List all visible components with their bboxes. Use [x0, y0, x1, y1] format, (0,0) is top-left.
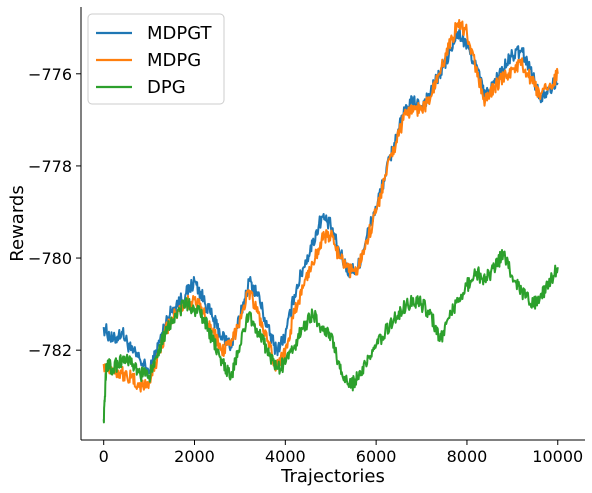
x-axis-title: Trajectories	[280, 466, 385, 487]
legend-label-mdpg: MDPG	[147, 50, 201, 71]
series-line-dpg	[102, 249, 559, 424]
x-tick-label: 2000	[174, 447, 215, 466]
legend-label-mdpgt: MDPGT	[147, 23, 213, 44]
x-tick-label: 6000	[356, 447, 397, 466]
x-tick-label: 10000	[532, 447, 583, 466]
x-tick-label: 8000	[447, 447, 488, 466]
series-layer	[102, 19, 559, 424]
legend-label-dpg: DPG	[147, 77, 186, 98]
plot-area: 0 2000 4000 6000 8000 10000 −782 −780 −778 −776	[28, 7, 585, 466]
y-tick-label: −780	[28, 249, 72, 268]
legend: MDPGT MDPG DPG	[87, 13, 225, 105]
y-axis-title: Rewards	[7, 185, 28, 261]
y-axis-ticks: −782 −780 −778 −776	[28, 65, 81, 360]
x-tick-label: 4000	[265, 447, 306, 466]
y-tick-label: −782	[28, 341, 72, 360]
x-tick-label: 0	[99, 447, 109, 466]
y-tick-label: −778	[28, 157, 72, 176]
series-line-mdpgt	[102, 28, 559, 378]
y-tick-label: −776	[28, 65, 72, 84]
legend-box	[87, 13, 225, 105]
x-axis-ticks: 0 2000 4000 6000 8000 10000	[99, 440, 583, 466]
